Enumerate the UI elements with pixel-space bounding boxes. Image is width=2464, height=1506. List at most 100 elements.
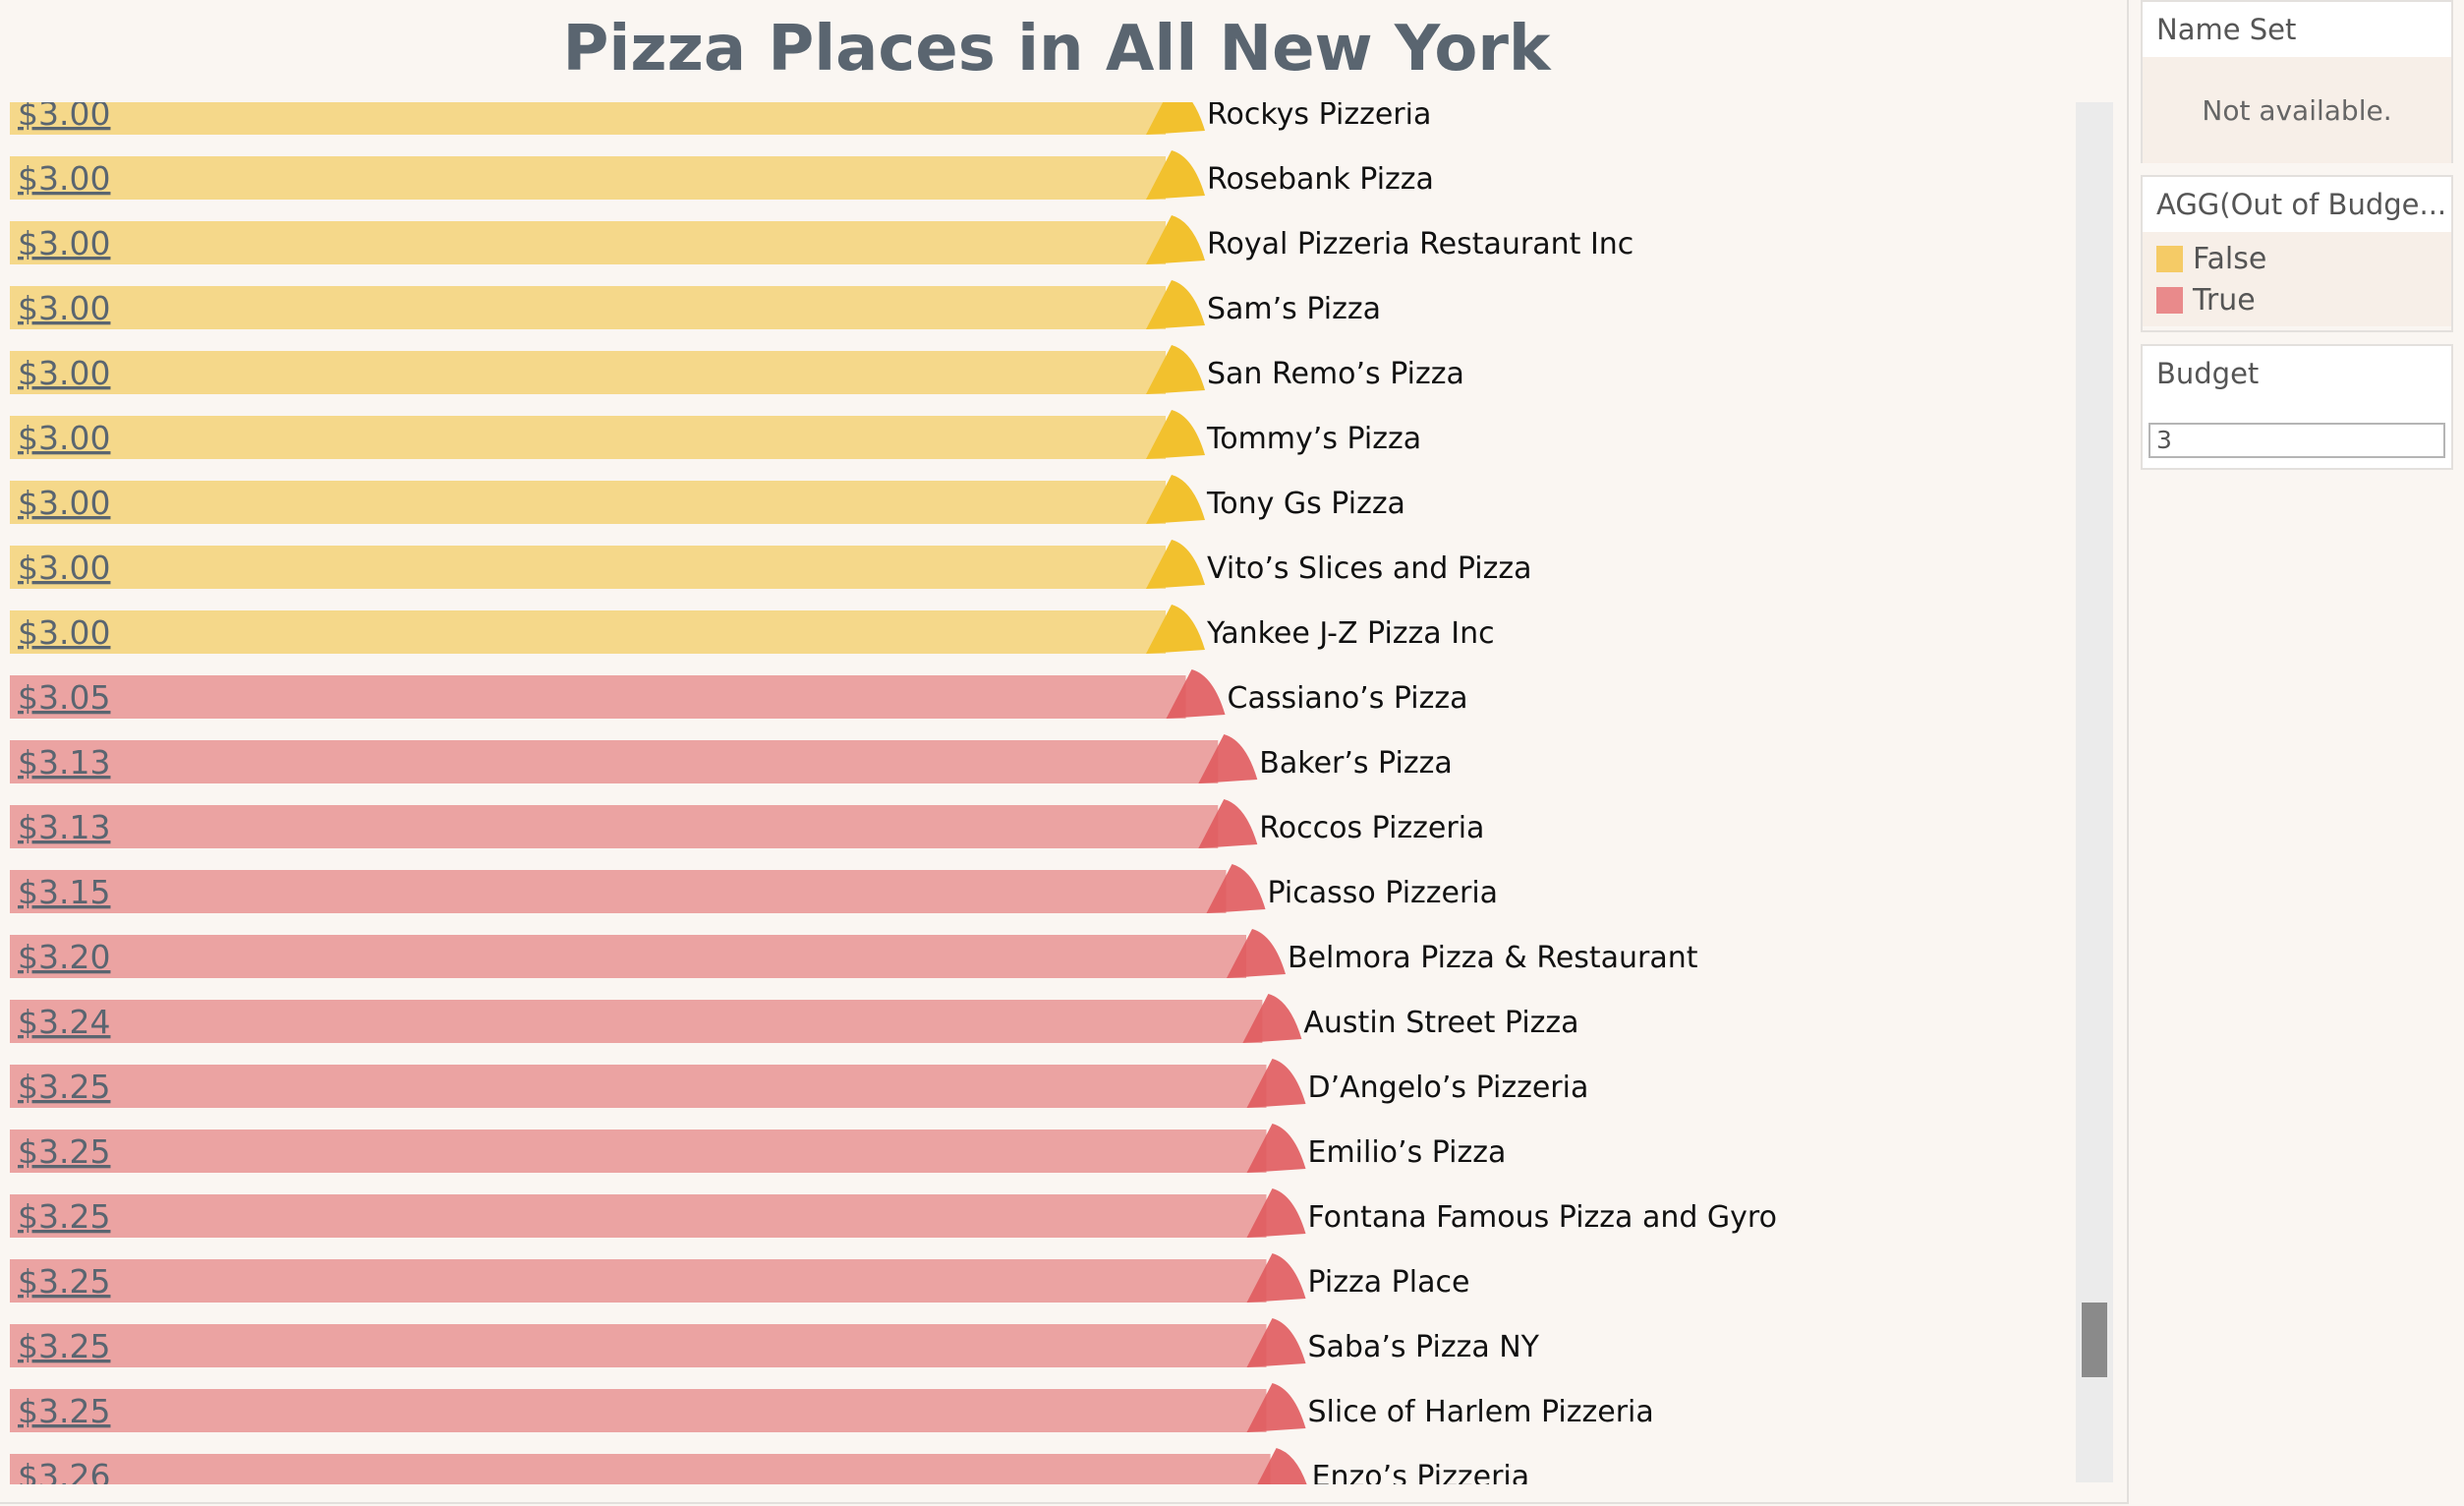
bar-row[interactable]: $3.25 Saba’s Pizza NY bbox=[10, 1318, 1540, 1367]
legend-item-false[interactable]: False bbox=[2143, 238, 2451, 279]
pizza-slice-mark[interactable] bbox=[1146, 150, 1205, 200]
price-label[interactable]: $3.13 bbox=[18, 743, 110, 782]
pizza-slice-mark[interactable] bbox=[1146, 215, 1205, 264]
bar-row[interactable]: $3.24 Austin Street Pizza bbox=[10, 994, 1579, 1043]
price-label[interactable]: $3.25 bbox=[18, 1132, 110, 1171]
bar-row[interactable]: $3.00 Rosebank Pizza bbox=[10, 150, 1434, 200]
bar-row[interactable]: $3.25 Emilio’s Pizza bbox=[10, 1124, 1506, 1173]
bar[interactable] bbox=[10, 675, 1186, 719]
pizza-slice-mark[interactable] bbox=[1146, 540, 1205, 589]
pizza-slice-mark[interactable] bbox=[1246, 1383, 1306, 1432]
bar[interactable] bbox=[10, 351, 1166, 394]
price-label[interactable]: $3.00 bbox=[18, 159, 110, 198]
bar[interactable] bbox=[10, 1324, 1267, 1367]
bar-row[interactable]: $3.00 Sam’s Pizza bbox=[10, 280, 1381, 329]
bar-row[interactable]: $3.25 Pizza Place bbox=[10, 1253, 1469, 1303]
bar-row[interactable]: $3.00 Vito’s Slices and Pizza bbox=[10, 540, 1531, 589]
pizza-place-name: Tommy’s Pizza bbox=[1206, 422, 1421, 456]
bar-row[interactable]: $3.25 Fontana Famous Pizza and Gyro bbox=[10, 1188, 1777, 1238]
bar[interactable] bbox=[10, 102, 1166, 135]
bar-row[interactable]: $3.00 San Remo’s Pizza bbox=[10, 345, 1464, 394]
bar[interactable] bbox=[10, 610, 1166, 654]
vertical-scrollbar-thumb[interactable] bbox=[2082, 1303, 2107, 1377]
pizza-slice-mark[interactable] bbox=[1146, 345, 1205, 394]
bar[interactable] bbox=[10, 1194, 1267, 1238]
bar-row[interactable]: $3.13 Baker’s Pizza bbox=[10, 734, 1453, 783]
bar-chart: $3.00 Rockys Pizzeria$3.00 Rosebank Pizza$… bbox=[10, 102, 1777, 1484]
bar[interactable] bbox=[10, 546, 1166, 589]
bar-row[interactable]: $3.00 Rockys Pizzeria bbox=[10, 102, 1431, 135]
bar-row[interactable]: $3.13 Roccos Pizzeria bbox=[10, 799, 1484, 848]
price-label[interactable]: $3.20 bbox=[18, 938, 110, 976]
budget-input[interactable]: 3 bbox=[2149, 423, 2445, 458]
price-label[interactable]: $3.25 bbox=[18, 1392, 110, 1430]
bar[interactable] bbox=[10, 1065, 1267, 1108]
bar-row[interactable]: $3.15 Picasso Pizzeria bbox=[10, 864, 1498, 913]
price-label[interactable]: $3.00 bbox=[18, 102, 110, 133]
legend-label-false: False bbox=[2193, 241, 2267, 276]
bar[interactable] bbox=[10, 870, 1227, 913]
pizza-slice-mark[interactable] bbox=[1246, 1059, 1306, 1108]
bar-row[interactable]: $3.26 Enzo’s Pizzeria bbox=[10, 1448, 1529, 1484]
bar[interactable] bbox=[10, 935, 1246, 978]
pizza-slice-mark[interactable] bbox=[1166, 669, 1226, 719]
price-label[interactable]: $3.26 bbox=[18, 1457, 110, 1484]
price-label[interactable]: $3.15 bbox=[18, 873, 110, 911]
price-label[interactable]: $3.00 bbox=[18, 224, 110, 262]
price-label[interactable]: $3.05 bbox=[18, 678, 110, 717]
price-label[interactable]: $3.00 bbox=[18, 289, 110, 327]
pizza-slice-mark[interactable] bbox=[1146, 605, 1205, 654]
bar-row[interactable]: $3.00 Tommy’s Pizza bbox=[10, 410, 1421, 459]
price-label[interactable]: $3.24 bbox=[18, 1003, 110, 1041]
bar-row[interactable]: $3.05 Cassiano’s Pizza bbox=[10, 669, 1468, 719]
bar[interactable] bbox=[10, 481, 1166, 524]
pizza-slice-mark[interactable] bbox=[1146, 410, 1205, 459]
bar[interactable] bbox=[10, 221, 1166, 264]
name-set-value: Not available. bbox=[2143, 57, 2451, 163]
price-label[interactable]: $3.00 bbox=[18, 613, 110, 652]
bar[interactable] bbox=[10, 156, 1166, 200]
price-label[interactable]: $3.25 bbox=[18, 1197, 110, 1236]
price-label[interactable]: $3.25 bbox=[18, 1327, 110, 1365]
pizza-slice-mark[interactable] bbox=[1146, 280, 1205, 329]
pizza-slice-mark[interactable] bbox=[1242, 994, 1302, 1043]
bar-row[interactable]: $3.00 Yankee J-Z Pizza Inc bbox=[10, 605, 1495, 654]
bar[interactable] bbox=[10, 1454, 1271, 1484]
color-legend-panel: AGG(Out of Budge... False True bbox=[2141, 175, 2453, 332]
pizza-slice-mark[interactable] bbox=[1198, 799, 1258, 848]
price-label[interactable]: $3.25 bbox=[18, 1068, 110, 1106]
pizza-slice-mark[interactable] bbox=[1146, 475, 1205, 524]
bar-row[interactable]: $3.25 Slice of Harlem Pizzeria bbox=[10, 1383, 1654, 1432]
price-label[interactable]: $3.25 bbox=[18, 1262, 110, 1301]
price-label[interactable]: $3.00 bbox=[18, 549, 110, 587]
pizza-slice-mark[interactable] bbox=[1146, 102, 1205, 135]
price-label[interactable]: $3.00 bbox=[18, 484, 110, 522]
bar-row[interactable]: $3.20 Belmora Pizza & Restaurant bbox=[10, 929, 1698, 978]
pizza-slice-mark[interactable] bbox=[1227, 929, 1286, 978]
price-label[interactable]: $3.13 bbox=[18, 808, 110, 846]
bar[interactable] bbox=[10, 1130, 1267, 1173]
pizza-slice-mark[interactable] bbox=[1246, 1253, 1306, 1303]
price-label[interactable]: $3.00 bbox=[18, 354, 110, 392]
pizza-slice-mark[interactable] bbox=[1198, 734, 1258, 783]
bar-row[interactable]: $3.25 D’Angelo’s Pizzeria bbox=[10, 1059, 1588, 1108]
pizza-place-name: D’Angelo’s Pizzeria bbox=[1308, 1071, 1589, 1105]
pizza-slice-mark[interactable] bbox=[1246, 1188, 1306, 1238]
bar[interactable] bbox=[10, 286, 1166, 329]
bar[interactable] bbox=[10, 1259, 1267, 1303]
bar[interactable] bbox=[10, 1000, 1263, 1043]
bar[interactable] bbox=[10, 416, 1166, 459]
legend-item-true[interactable]: True bbox=[2143, 279, 2451, 320]
pizza-slice-mark[interactable] bbox=[1251, 1448, 1310, 1484]
bar[interactable] bbox=[10, 805, 1219, 848]
pizza-slice-mark[interactable] bbox=[1246, 1124, 1306, 1173]
bar-row[interactable]: $3.00 Royal Pizzeria Restaurant Inc bbox=[10, 215, 1633, 264]
bar-row[interactable]: $3.00 Tony Gs Pizza bbox=[10, 475, 1405, 524]
vertical-scrollbar-track[interactable] bbox=[2076, 102, 2113, 1482]
pizza-place-name: Belmora Pizza & Restaurant bbox=[1288, 941, 1698, 975]
pizza-slice-mark[interactable] bbox=[1206, 864, 1266, 913]
bar[interactable] bbox=[10, 740, 1219, 783]
bar[interactable] bbox=[10, 1389, 1267, 1432]
price-label[interactable]: $3.00 bbox=[18, 419, 110, 457]
pizza-slice-mark[interactable] bbox=[1246, 1318, 1306, 1367]
